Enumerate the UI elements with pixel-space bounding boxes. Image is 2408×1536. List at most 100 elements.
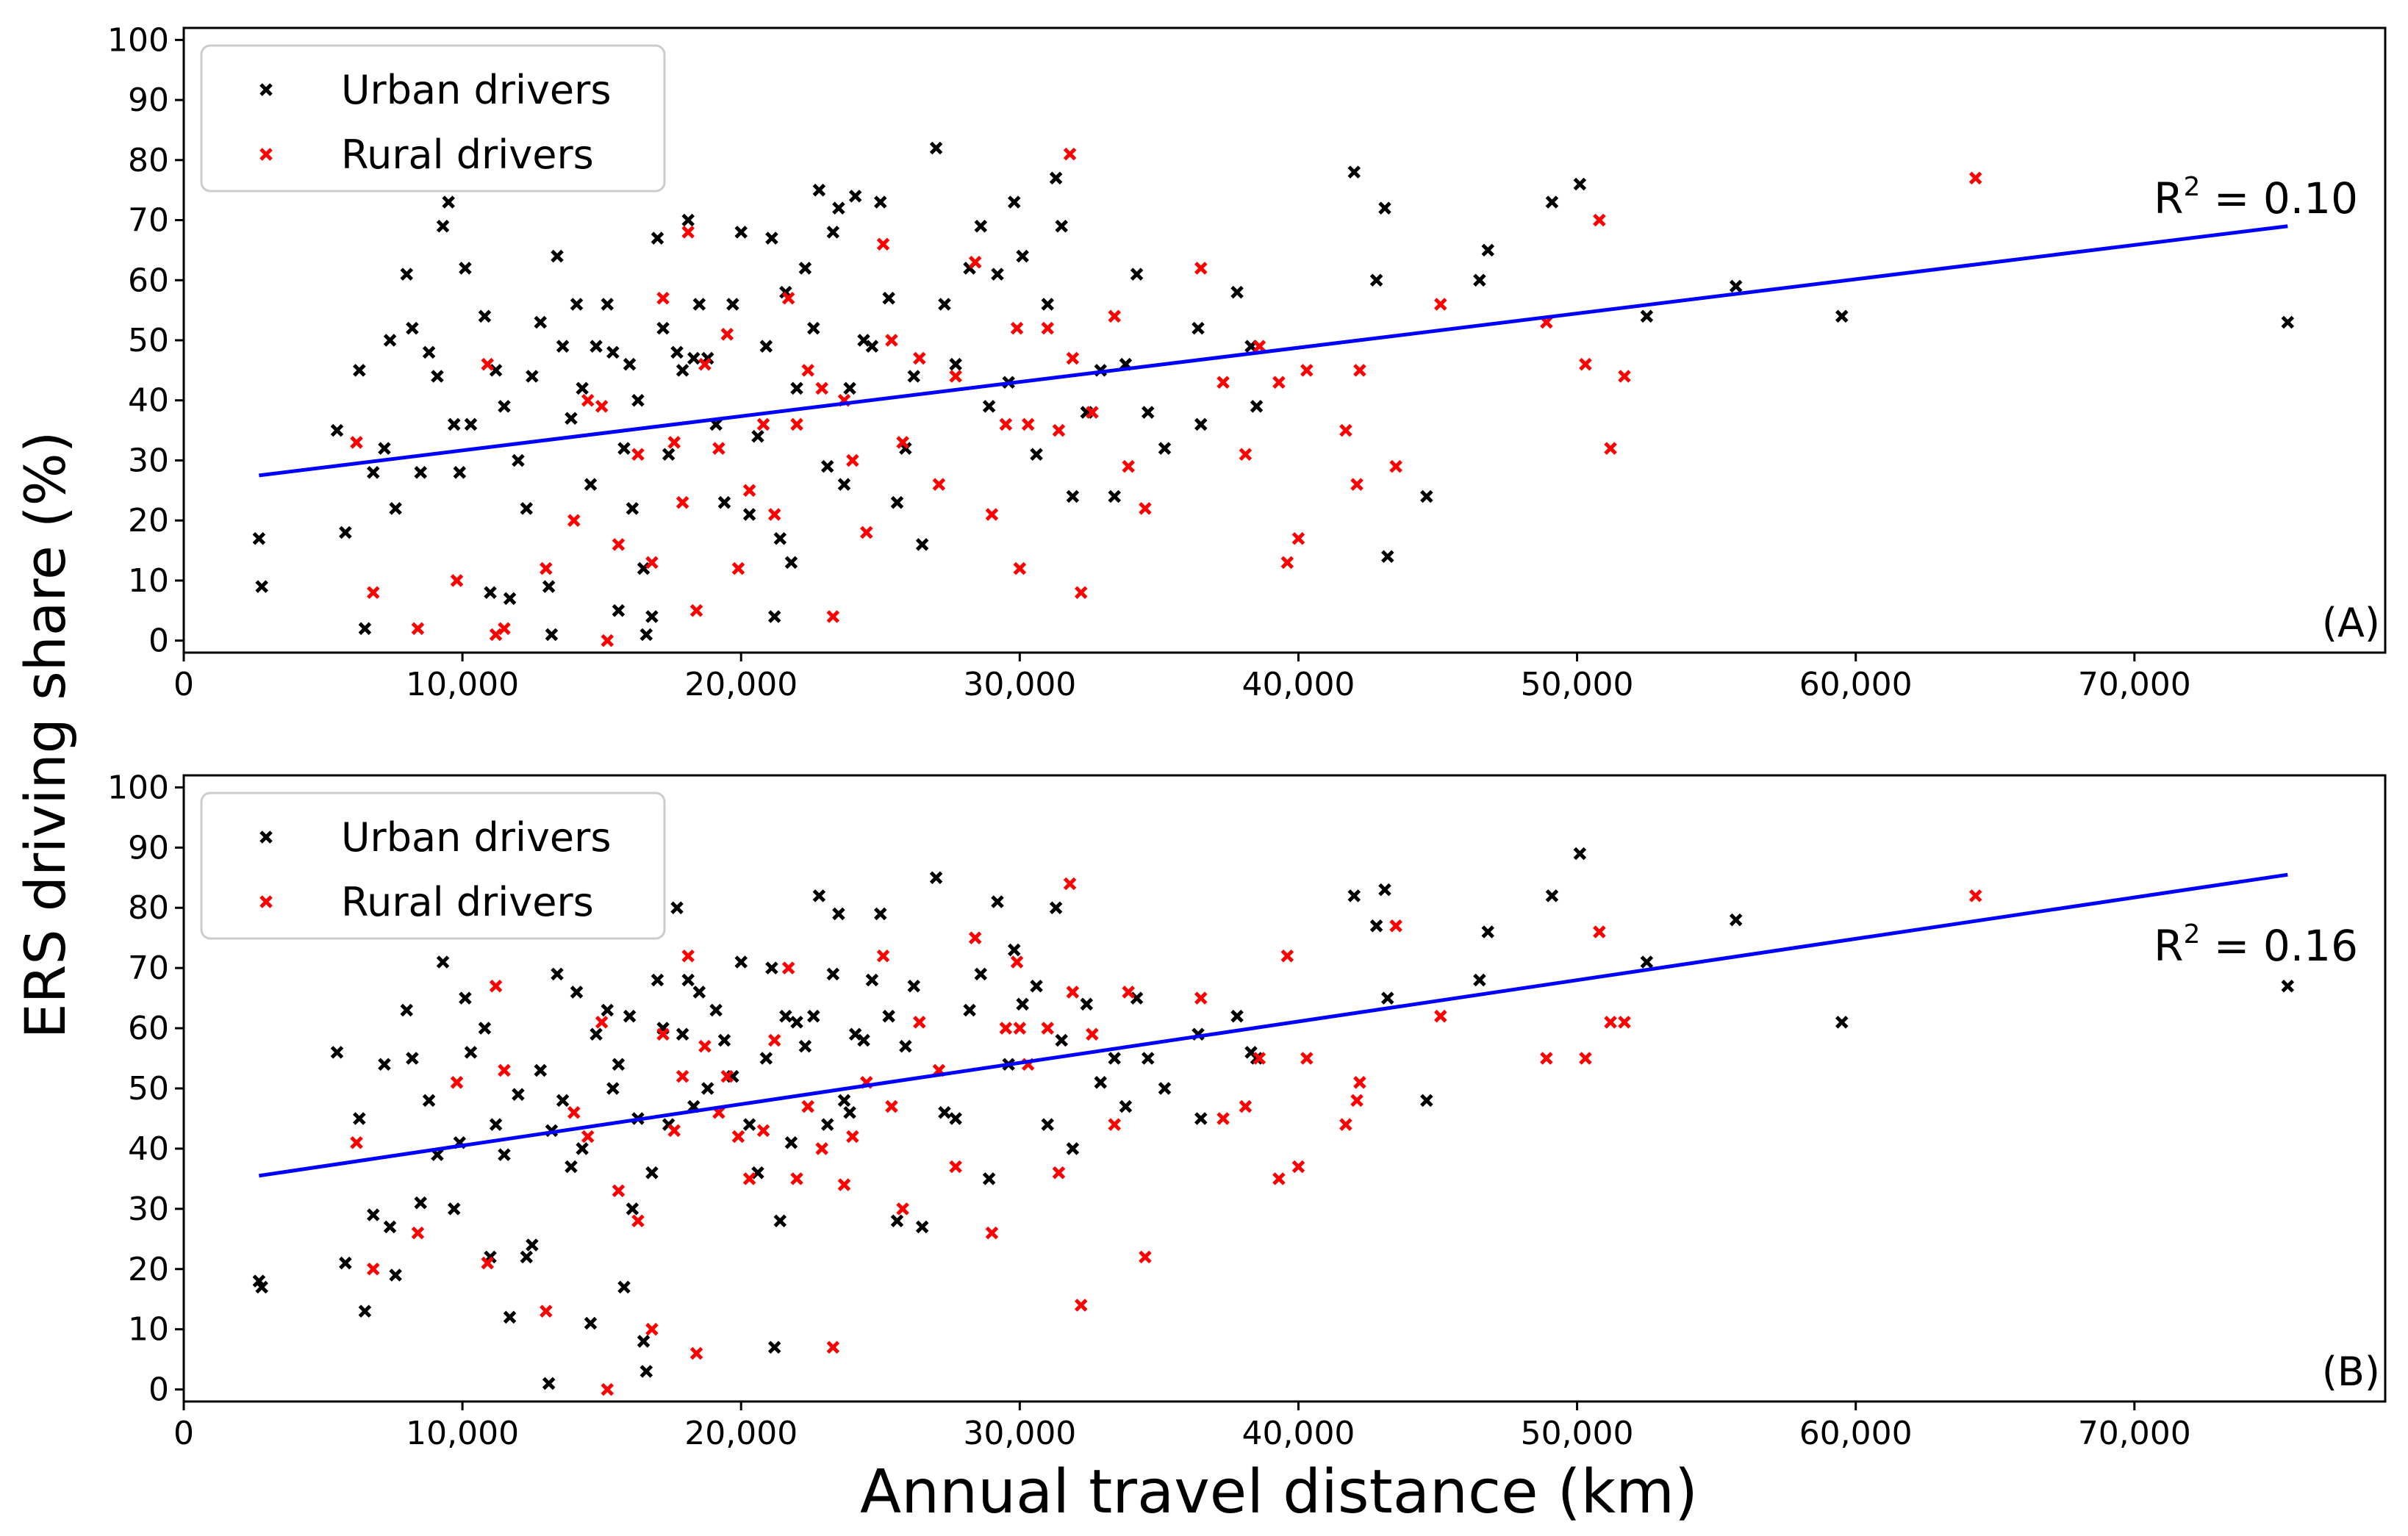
marker-stroke bbox=[913, 351, 926, 365]
data-point bbox=[606, 345, 620, 359]
data-point bbox=[520, 1250, 534, 1264]
marker-stroke bbox=[1250, 1052, 1264, 1065]
marker-stroke bbox=[1030, 448, 1043, 462]
marker-stroke bbox=[442, 195, 455, 209]
marker-stroke bbox=[807, 321, 820, 335]
data-point bbox=[576, 381, 589, 395]
data-point bbox=[556, 1094, 570, 1108]
data-point bbox=[584, 478, 598, 491]
marker-stroke bbox=[717, 1033, 731, 1047]
x-tick-label: 20,000 bbox=[684, 666, 798, 703]
marker-stroke bbox=[631, 393, 645, 407]
legend: Urban drivers Rural drivers bbox=[200, 44, 666, 193]
data-point bbox=[453, 466, 467, 479]
data-point bbox=[720, 1069, 734, 1083]
y-tick-label: 50 bbox=[128, 1070, 169, 1108]
marker-stroke bbox=[826, 226, 840, 239]
data-point bbox=[784, 1135, 798, 1149]
marker-stroke bbox=[1010, 955, 1024, 969]
data-point bbox=[567, 1106, 581, 1119]
marker-stroke bbox=[581, 1130, 595, 1144]
marker-stroke bbox=[481, 357, 495, 371]
marker-stroke bbox=[1253, 340, 1266, 353]
data-point bbox=[612, 1058, 626, 1071]
data-point bbox=[832, 201, 845, 215]
data-point bbox=[595, 400, 609, 413]
y-tick-label: 10 bbox=[128, 562, 169, 600]
data-point bbox=[601, 634, 614, 647]
marker-stroke bbox=[576, 381, 589, 395]
marker-stroke bbox=[915, 538, 929, 551]
marker-stroke bbox=[759, 340, 773, 353]
marker-stroke bbox=[832, 907, 845, 921]
panel-label: (B) bbox=[2322, 1349, 2380, 1395]
marker-stroke bbox=[498, 622, 511, 636]
data-point bbox=[1049, 901, 1063, 914]
marker-stroke bbox=[1066, 489, 1080, 503]
marker-stroke bbox=[411, 1226, 425, 1240]
y-tick-label: 30 bbox=[128, 1191, 169, 1228]
legend-label: Urban drivers bbox=[341, 814, 611, 861]
marker-stroke bbox=[551, 967, 564, 981]
marker-stroke bbox=[556, 340, 570, 353]
marker-stroke bbox=[1074, 1299, 1088, 1312]
marker-stroke bbox=[447, 417, 461, 431]
marker-stroke bbox=[1604, 442, 1617, 455]
data-point bbox=[812, 183, 826, 197]
marker-stroke bbox=[459, 991, 472, 1005]
marker-stroke bbox=[259, 83, 273, 96]
marker-stroke bbox=[798, 262, 812, 275]
marker-stroke bbox=[339, 525, 352, 539]
marker-stroke bbox=[1835, 1016, 1849, 1029]
data-point bbox=[645, 1166, 659, 1180]
data-point bbox=[1573, 177, 1587, 191]
marker-stroke bbox=[626, 502, 639, 515]
marker-stroke bbox=[489, 979, 503, 993]
marker-stroke bbox=[826, 1341, 840, 1354]
marker-stroke bbox=[520, 502, 534, 515]
data-point bbox=[1573, 847, 1587, 861]
marker-stroke bbox=[1049, 171, 1063, 185]
data-point bbox=[734, 226, 748, 239]
x-tick-label: 60,000 bbox=[1799, 1415, 1913, 1452]
marker-stroke bbox=[773, 531, 787, 545]
data-point bbox=[520, 502, 534, 515]
data-point bbox=[414, 1196, 428, 1210]
data-point bbox=[1604, 442, 1617, 455]
marker-stroke bbox=[899, 442, 912, 455]
data-point bbox=[676, 1069, 689, 1083]
data-point bbox=[1473, 973, 1486, 987]
data-point bbox=[1835, 1016, 1849, 1029]
series-rural-drivers bbox=[350, 877, 1982, 1396]
marker-stroke bbox=[689, 604, 703, 617]
marker-stroke bbox=[601, 1382, 614, 1396]
data-point bbox=[790, 1016, 803, 1029]
marker-stroke bbox=[631, 448, 645, 462]
marker-stroke bbox=[670, 901, 684, 914]
marker-stroke bbox=[1108, 1052, 1122, 1065]
marker-stroke bbox=[2281, 315, 2295, 329]
legend-label: Urban drivers bbox=[341, 67, 611, 113]
marker-stroke bbox=[576, 1142, 589, 1155]
data-point bbox=[765, 961, 778, 975]
data-point bbox=[367, 466, 380, 479]
marker-stroke bbox=[612, 1184, 626, 1198]
data-point bbox=[820, 459, 834, 473]
data-point bbox=[1007, 195, 1021, 209]
marker-stroke bbox=[353, 364, 366, 377]
data-point bbox=[1030, 979, 1043, 993]
marker-stroke bbox=[1280, 556, 1294, 570]
x-tick-label: 40,000 bbox=[1241, 666, 1355, 703]
marker-stroke bbox=[1347, 889, 1361, 902]
marker-stroke bbox=[503, 592, 517, 606]
data-point bbox=[801, 364, 814, 377]
data-point bbox=[512, 453, 525, 467]
marker-stroke bbox=[1353, 364, 1366, 377]
marker-stroke bbox=[874, 907, 887, 921]
data-point bbox=[1066, 986, 1080, 999]
x-tick-label: 50,000 bbox=[1521, 666, 1634, 703]
data-point bbox=[542, 1377, 556, 1390]
marker-stroke bbox=[1139, 1250, 1152, 1264]
data-point bbox=[1013, 1022, 1027, 1035]
data-point bbox=[526, 1238, 539, 1252]
